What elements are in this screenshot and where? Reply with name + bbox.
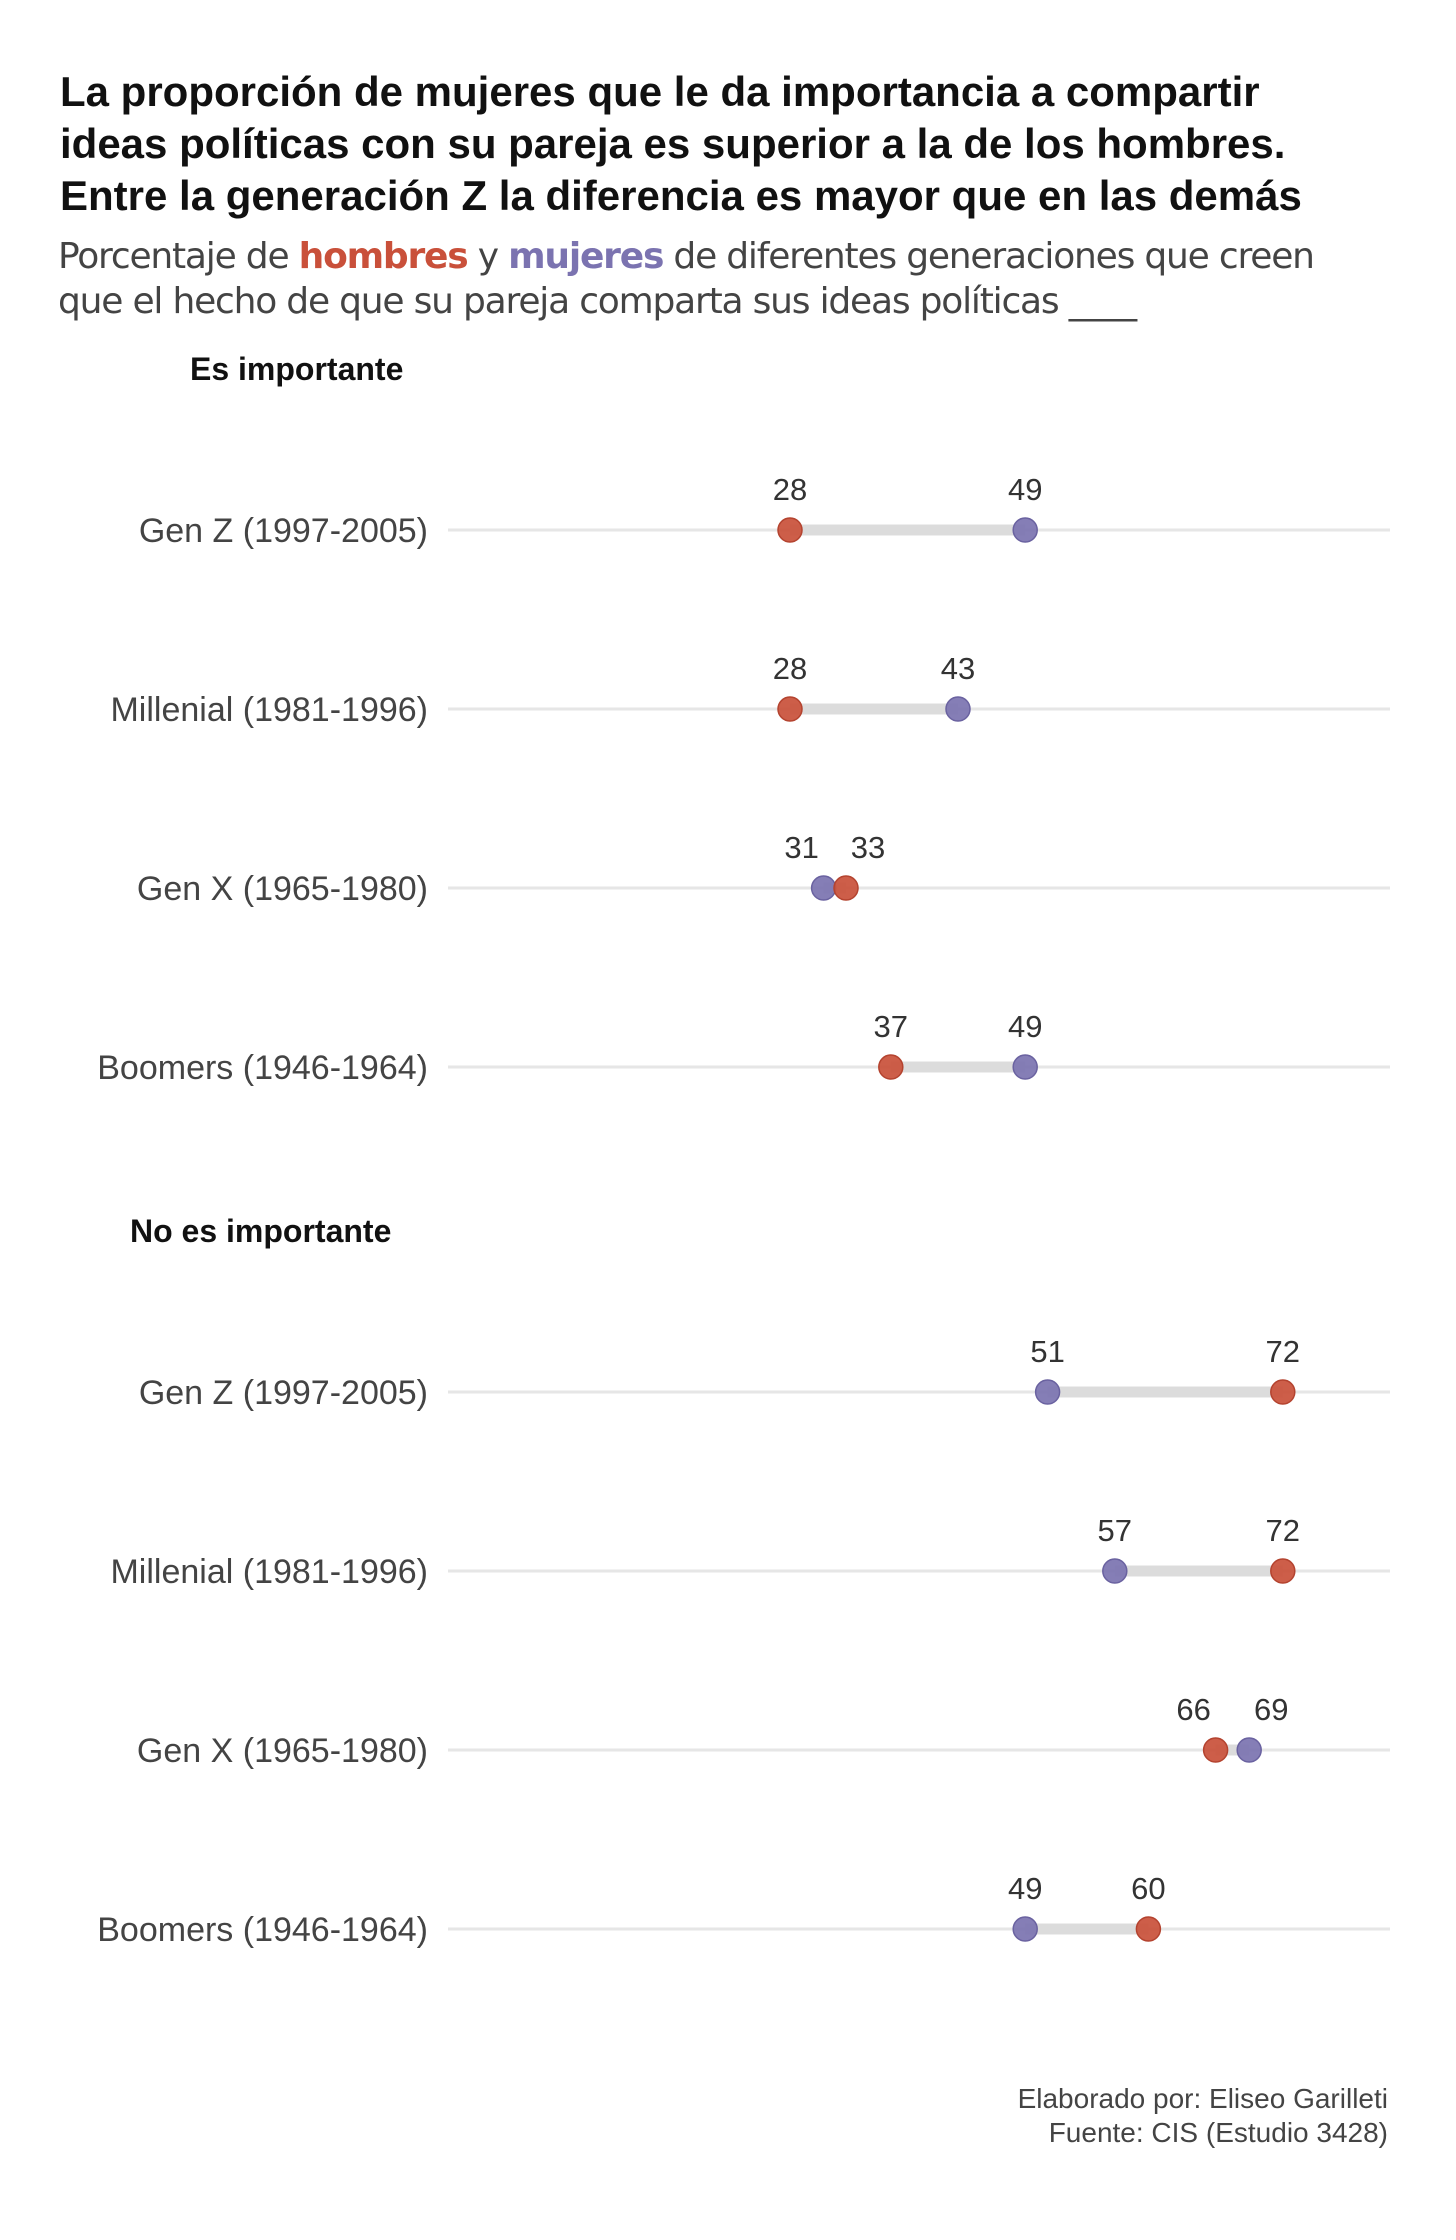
subtitle-pre: Porcentaje de bbox=[58, 236, 299, 277]
value-label-mujeres: 49 bbox=[1008, 472, 1042, 507]
category-label: Gen X (1965-1980) bbox=[137, 1732, 428, 1770]
panel-label: No es importante bbox=[130, 1213, 391, 1249]
subtitle-line-2: que el hecho de que su pareja comparta s… bbox=[58, 281, 1137, 322]
legend-mujeres: mujeres bbox=[508, 236, 664, 277]
category-label: Millenial (1981-1996) bbox=[110, 1553, 428, 1591]
footer-source: Fuente: CIS (Estudio 3428) bbox=[1048, 2117, 1388, 2148]
chart-title: La proporción de mujeres que le da impor… bbox=[60, 66, 1420, 222]
chart-footer: Elaborado por: Eliseo Garilleti Fuente: … bbox=[1018, 2082, 1388, 2150]
category-label: Boomers (1946-1964) bbox=[97, 1911, 428, 1949]
title-line-1: La proporción de mujeres que le da impor… bbox=[60, 68, 1260, 115]
value-label-hombres: 28 bbox=[773, 472, 807, 507]
value-label-mujeres: 43 bbox=[941, 651, 975, 686]
point-mujeres bbox=[945, 696, 971, 722]
point-hombres bbox=[1270, 1379, 1296, 1405]
point-hombres bbox=[777, 517, 803, 543]
category-label: Gen Z (1997-2005) bbox=[139, 1374, 428, 1412]
value-label-hombres: 66 bbox=[1176, 1692, 1210, 1727]
value-label-mujeres: 51 bbox=[1030, 1334, 1064, 1369]
category-label: Millenial (1981-1996) bbox=[110, 691, 428, 729]
value-label-mujeres: 57 bbox=[1098, 1513, 1132, 1548]
value-label-mujeres: 31 bbox=[784, 830, 818, 865]
value-label-hombres: 28 bbox=[773, 651, 807, 686]
point-hombres bbox=[1270, 1558, 1296, 1584]
point-mujeres bbox=[810, 875, 837, 901]
value-label-mujeres: 49 bbox=[1008, 1871, 1042, 1906]
category-label: Gen Z (1997-2005) bbox=[139, 512, 428, 550]
category-label: Boomers (1946-1964) bbox=[97, 1049, 428, 1087]
legend-hombres: hombres bbox=[298, 236, 469, 277]
point-mujeres bbox=[1102, 1558, 1128, 1584]
title-line-2: ideas políticas con su pareja es superio… bbox=[60, 120, 1286, 167]
point-mujeres bbox=[1012, 1054, 1038, 1080]
value-label-hombres: 33 bbox=[851, 830, 885, 865]
subtitle-mid: y bbox=[467, 236, 509, 277]
subtitle-post: de diferentes generaciones que creen bbox=[663, 236, 1315, 277]
footer-author: Elaborado por: Eliseo Garilleti bbox=[1017, 2083, 1388, 2114]
value-label-mujeres: 49 bbox=[1008, 1009, 1042, 1044]
point-mujeres bbox=[1012, 1916, 1038, 1942]
point-mujeres bbox=[1034, 1379, 1061, 1405]
value-label-hombres: 72 bbox=[1266, 1513, 1300, 1548]
category-label: Gen X (1965-1980) bbox=[137, 870, 428, 908]
title-line-3: Entre la generación Z la diferencia es m… bbox=[60, 172, 1302, 219]
point-hombres bbox=[1202, 1737, 1229, 1763]
value-label-hombres: 72 bbox=[1266, 1334, 1300, 1369]
point-hombres bbox=[878, 1054, 904, 1080]
point-hombres bbox=[777, 696, 803, 722]
point-hombres bbox=[1135, 1916, 1162, 1942]
value-label-hombres: 37 bbox=[874, 1009, 908, 1044]
point-mujeres bbox=[1012, 517, 1038, 543]
point-hombres bbox=[833, 875, 859, 901]
chart-subtitle: Porcentaje de hombres y mujeres de difer… bbox=[58, 234, 1438, 324]
value-label-hombres: 60 bbox=[1131, 1871, 1165, 1906]
panel-label: Es importante bbox=[190, 351, 403, 387]
value-label-mujeres: 69 bbox=[1254, 1692, 1288, 1727]
point-mujeres bbox=[1236, 1737, 1262, 1763]
